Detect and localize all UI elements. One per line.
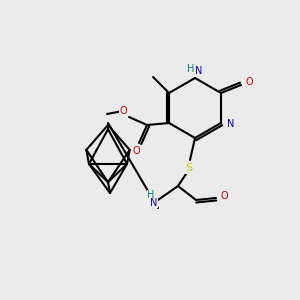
Text: H: H — [147, 190, 155, 200]
Text: H: H — [187, 64, 195, 74]
Text: O: O — [220, 191, 228, 201]
Text: O: O — [132, 146, 140, 156]
Text: N: N — [195, 66, 203, 76]
Text: O: O — [119, 106, 127, 116]
Text: N: N — [227, 119, 235, 129]
Text: S: S — [185, 163, 193, 173]
Text: N: N — [150, 198, 158, 208]
Text: O: O — [245, 77, 253, 87]
